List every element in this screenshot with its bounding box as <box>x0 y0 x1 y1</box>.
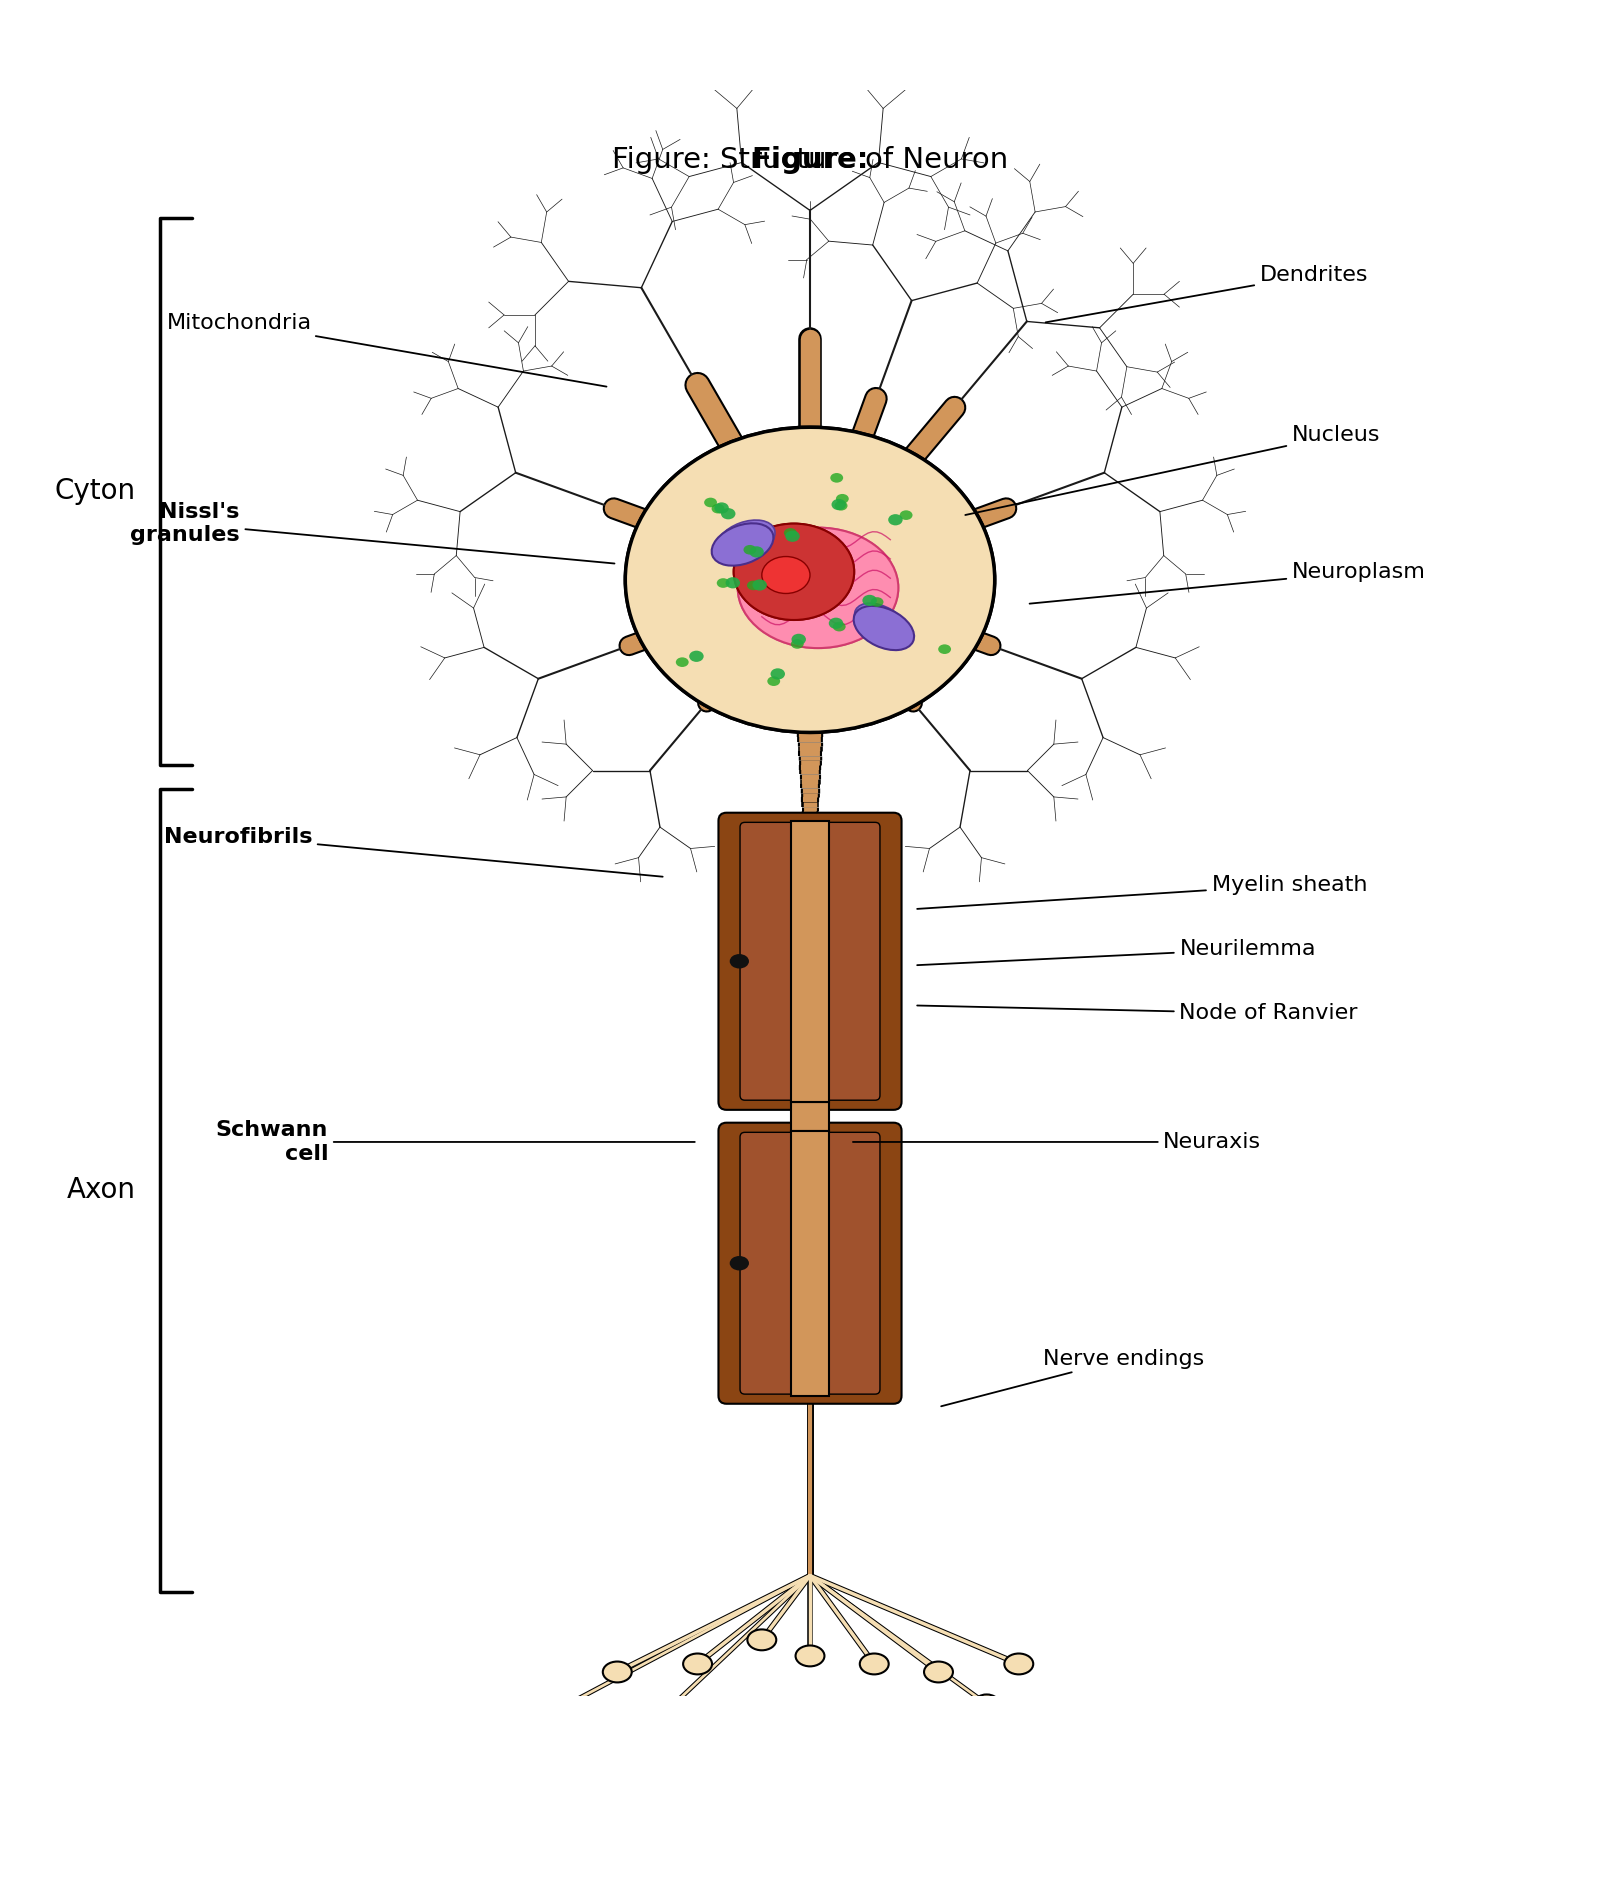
Ellipse shape <box>750 546 763 558</box>
Text: Neuroplasm: Neuroplasm <box>1030 561 1426 603</box>
Text: Neuraxis: Neuraxis <box>852 1132 1262 1151</box>
Ellipse shape <box>974 1694 1000 1714</box>
Text: Nerve endings: Nerve endings <box>941 1349 1204 1405</box>
Ellipse shape <box>625 428 995 733</box>
Ellipse shape <box>831 499 846 511</box>
Ellipse shape <box>688 650 703 661</box>
FancyBboxPatch shape <box>740 1132 880 1394</box>
Ellipse shape <box>716 520 774 560</box>
Text: Axon: Axon <box>66 1176 136 1204</box>
Ellipse shape <box>899 511 912 520</box>
Ellipse shape <box>734 524 854 620</box>
Ellipse shape <box>539 1703 565 1722</box>
Ellipse shape <box>923 1662 953 1682</box>
Text: Figure:: Figure: <box>752 147 868 173</box>
Ellipse shape <box>771 669 786 680</box>
Ellipse shape <box>716 578 729 588</box>
Ellipse shape <box>860 1654 889 1675</box>
Text: Node of Ranvier: Node of Ranvier <box>917 1004 1358 1023</box>
Ellipse shape <box>784 528 797 537</box>
Text: Nucleus: Nucleus <box>966 426 1380 514</box>
Ellipse shape <box>795 1645 825 1665</box>
Text: Schwann
cell: Schwann cell <box>215 1121 695 1164</box>
Ellipse shape <box>752 580 766 590</box>
Ellipse shape <box>834 501 847 511</box>
Ellipse shape <box>854 603 910 646</box>
Ellipse shape <box>676 658 688 667</box>
Ellipse shape <box>744 544 757 554</box>
Ellipse shape <box>888 514 902 526</box>
Text: Nissl's
granules: Nissl's granules <box>130 501 614 563</box>
Ellipse shape <box>747 580 760 590</box>
Ellipse shape <box>729 1257 748 1270</box>
Text: Neurilemma: Neurilemma <box>917 940 1315 965</box>
Ellipse shape <box>737 528 899 648</box>
Ellipse shape <box>729 953 748 968</box>
Text: Neurofibrils: Neurofibrils <box>164 827 663 876</box>
Ellipse shape <box>763 554 808 590</box>
Ellipse shape <box>833 622 846 631</box>
Ellipse shape <box>714 503 729 514</box>
Ellipse shape <box>854 607 914 650</box>
FancyBboxPatch shape <box>718 1123 902 1404</box>
Ellipse shape <box>705 497 718 507</box>
Ellipse shape <box>711 524 773 565</box>
Ellipse shape <box>792 633 805 644</box>
Ellipse shape <box>726 577 740 588</box>
Text: Cyton: Cyton <box>55 477 136 505</box>
Ellipse shape <box>684 1654 713 1675</box>
Ellipse shape <box>870 597 883 607</box>
Ellipse shape <box>829 618 844 629</box>
FancyBboxPatch shape <box>740 821 880 1100</box>
Ellipse shape <box>734 524 854 620</box>
Ellipse shape <box>721 509 735 520</box>
Text: easybiology notes.com: easybiology notes.com <box>1178 1820 1571 1850</box>
Ellipse shape <box>761 556 810 593</box>
Text: Dendrites: Dendrites <box>1045 264 1369 322</box>
Text: Myelin sheath: Myelin sheath <box>917 874 1367 908</box>
Text: Mitochondria: Mitochondria <box>167 313 606 386</box>
Ellipse shape <box>938 644 951 654</box>
Ellipse shape <box>1004 1654 1034 1675</box>
Ellipse shape <box>786 531 800 543</box>
Bar <box>791 1130 829 1396</box>
Ellipse shape <box>603 1662 632 1682</box>
Ellipse shape <box>625 428 995 733</box>
Ellipse shape <box>747 1630 776 1650</box>
Ellipse shape <box>831 473 842 482</box>
Ellipse shape <box>737 528 899 648</box>
Bar <box>791 1102 829 1130</box>
Ellipse shape <box>711 503 724 514</box>
Text: Figure: Structure of Neuron: Figure: Structure of Neuron <box>612 147 1008 173</box>
Ellipse shape <box>653 1703 679 1722</box>
Ellipse shape <box>862 595 876 607</box>
FancyBboxPatch shape <box>718 812 902 1110</box>
Ellipse shape <box>768 676 781 686</box>
Bar <box>791 821 829 1102</box>
Ellipse shape <box>836 494 849 503</box>
Ellipse shape <box>791 639 804 648</box>
